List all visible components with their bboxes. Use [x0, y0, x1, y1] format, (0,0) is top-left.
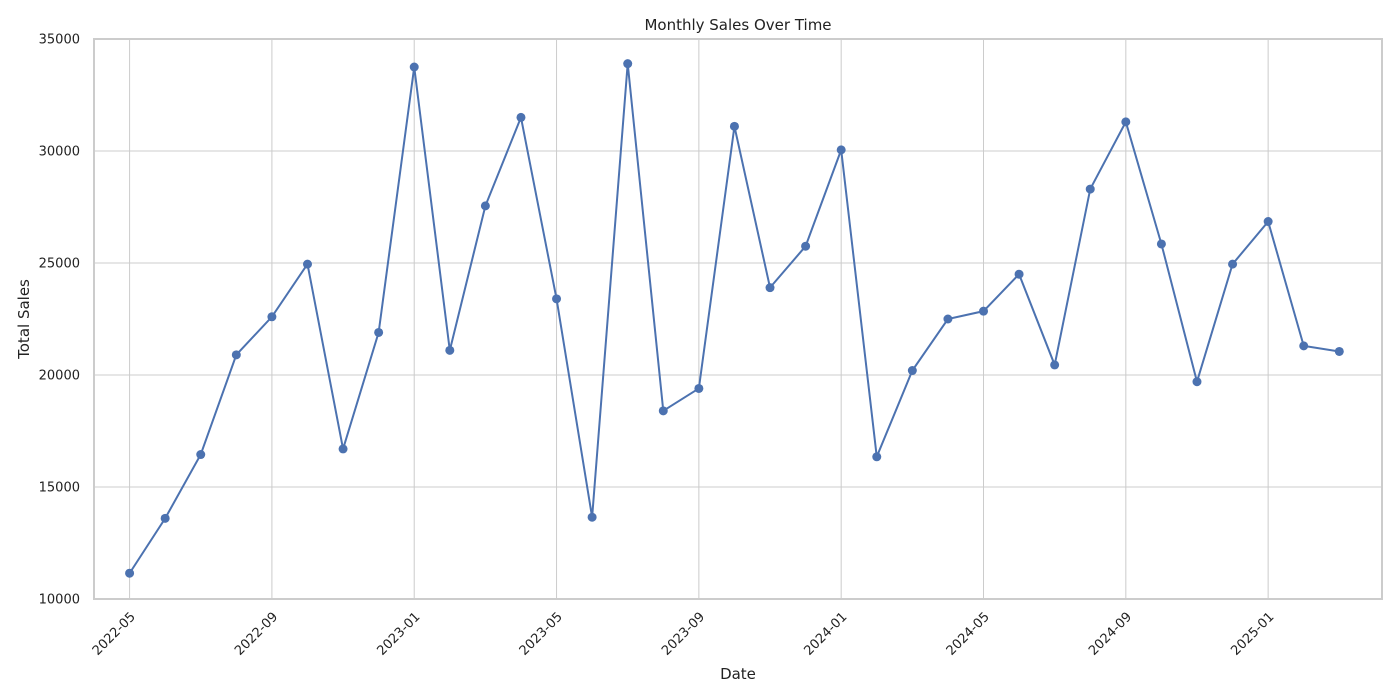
y-axis: 10000 15000 20000 25000 30000 35000	[39, 33, 80, 608]
y-tick-label: 20000	[39, 369, 80, 384]
data-point	[872, 452, 882, 462]
data-point	[1192, 377, 1202, 387]
y-tick-label: 25000	[39, 257, 80, 272]
data-point	[409, 62, 419, 72]
data-point	[1334, 346, 1344, 356]
y-tick-label: 35000	[39, 33, 80, 48]
data-point	[907, 366, 917, 376]
data-point	[338, 444, 348, 454]
data-point	[125, 568, 135, 578]
data-point	[587, 512, 597, 522]
data-point	[160, 513, 170, 523]
data-point	[196, 450, 206, 460]
y-tick-label: 15000	[39, 481, 80, 496]
y-tick-label: 10000	[39, 593, 80, 608]
data-point	[480, 201, 490, 211]
data-point	[267, 312, 277, 322]
data-point	[445, 345, 455, 355]
data-point	[1156, 239, 1166, 249]
data-point	[552, 294, 562, 304]
plot-frame	[93, 38, 1383, 600]
data-point	[765, 283, 775, 293]
data-point	[801, 241, 811, 251]
x-axis-label: Date	[720, 665, 756, 683]
data-point	[1085, 184, 1095, 194]
data-point	[1050, 360, 1060, 370]
data-point	[694, 383, 704, 393]
data-point	[302, 259, 312, 269]
data-point	[374, 327, 384, 337]
data-point	[658, 406, 668, 416]
data-point	[1121, 117, 1131, 127]
data-point	[516, 112, 526, 122]
data-point	[1014, 269, 1024, 279]
data-point	[1263, 217, 1273, 227]
chart-title: Monthly Sales Over Time	[644, 16, 831, 34]
data-point	[1299, 341, 1309, 351]
y-axis-label: Total Sales	[15, 279, 33, 360]
data-point	[979, 306, 989, 316]
data-point	[943, 314, 953, 324]
series-points	[125, 59, 1344, 578]
data-point	[1228, 259, 1238, 269]
data-point	[836, 145, 846, 155]
data-point	[231, 350, 241, 360]
data-point	[729, 121, 739, 131]
data-point	[623, 59, 633, 69]
y-tick-label: 30000	[39, 145, 80, 160]
